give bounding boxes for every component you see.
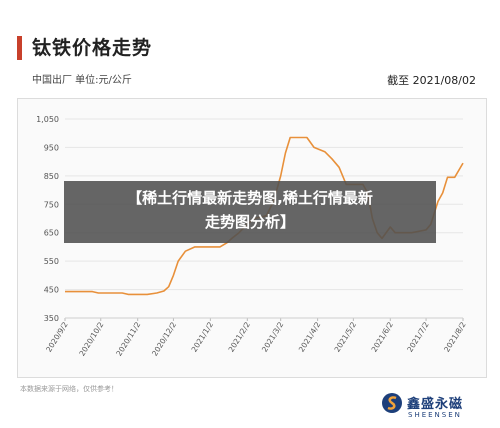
x-tick-label: 2021/5/2 bbox=[333, 320, 359, 354]
y-tick-label: 450 bbox=[44, 286, 59, 295]
y-tick-label: 650 bbox=[44, 229, 59, 238]
y-tick-label: 550 bbox=[44, 257, 59, 266]
x-tick-label: 2021/4/2 bbox=[297, 320, 323, 354]
y-tick-label: 1,050 bbox=[36, 115, 59, 124]
x-tick-label: 2020/12/2 bbox=[150, 320, 178, 358]
x-tick-label: 2021/8/2 bbox=[442, 320, 468, 354]
article-title-overlay[interactable]: 【稀土行情最新走势图,稀土行情最新 走势图分析】 bbox=[64, 181, 436, 243]
as-of-date: 截至 2021/08/02 bbox=[387, 74, 476, 87]
x-tick-label: 2021/1/2 bbox=[190, 320, 216, 354]
y-tick-label: 750 bbox=[44, 200, 59, 209]
x-tick-label: 2020/11/2 bbox=[114, 320, 142, 358]
source-note: 本数据来源于网络，仅供参考！ bbox=[20, 385, 118, 393]
overlay-line-1: 【稀土行情最新走势图,稀土行情最新 bbox=[127, 189, 373, 207]
y-tick-label: 950 bbox=[44, 143, 59, 152]
x-tick-label: 2020/9/2 bbox=[44, 320, 70, 354]
overlay-line-2: 走势图分析】 bbox=[204, 213, 295, 231]
page-title: 钛铁价格走势 bbox=[32, 37, 153, 59]
x-tick-label: 2021/6/2 bbox=[370, 320, 396, 354]
y-tick-label: 850 bbox=[44, 172, 59, 181]
x-tick-label: 2021/3/2 bbox=[260, 320, 286, 354]
unit-label: 中国出厂 单位:元/公斤 bbox=[32, 75, 132, 86]
x-tick-label: 2021/7/2 bbox=[405, 320, 431, 354]
brand-name-en: SHEENSEN bbox=[408, 411, 462, 419]
brand-logo-icon bbox=[382, 393, 402, 413]
brand-name: 鑫盛永磁 bbox=[407, 397, 464, 412]
x-tick-label: 2021/2/2 bbox=[227, 320, 253, 354]
title-accent-bar bbox=[17, 36, 22, 60]
y-tick-label: 350 bbox=[44, 314, 59, 323]
x-tick-label: 2020/10/2 bbox=[77, 320, 105, 358]
